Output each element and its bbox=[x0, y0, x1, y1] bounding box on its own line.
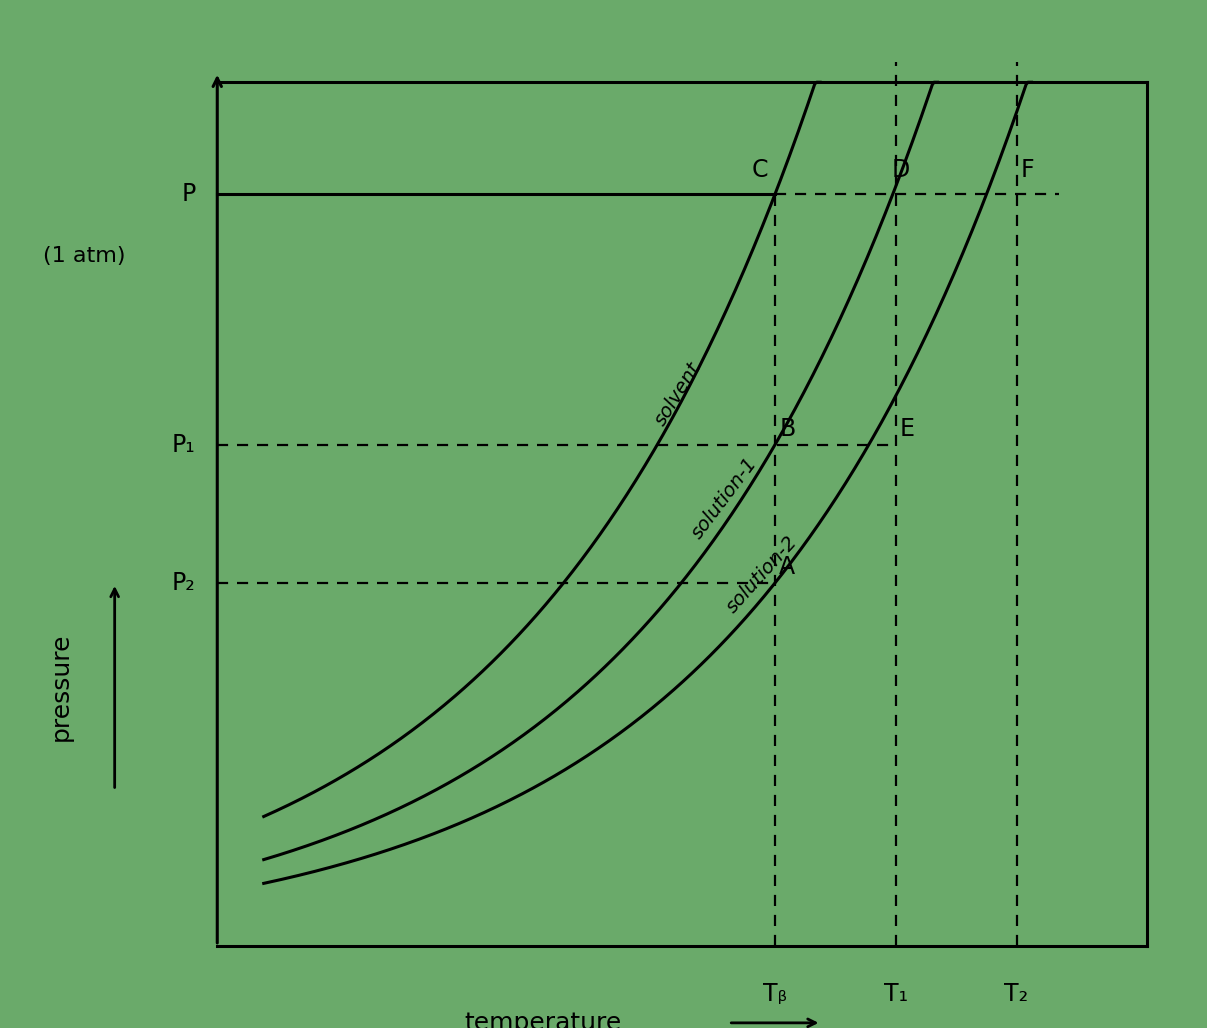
Text: E: E bbox=[900, 417, 915, 441]
Text: temperature: temperature bbox=[465, 1011, 622, 1028]
Text: C: C bbox=[751, 158, 768, 182]
Text: D: D bbox=[891, 158, 910, 182]
Text: P₁: P₁ bbox=[171, 433, 196, 456]
Text: pressure: pressure bbox=[48, 632, 72, 741]
Text: T₂: T₂ bbox=[1004, 982, 1028, 1005]
Text: B: B bbox=[780, 417, 795, 441]
Text: F: F bbox=[1021, 158, 1034, 182]
Text: Tᵦ: Tᵦ bbox=[763, 982, 787, 1005]
Text: P: P bbox=[181, 183, 196, 207]
Text: solution-2: solution-2 bbox=[723, 533, 801, 617]
Text: A: A bbox=[780, 555, 795, 580]
Text: P₂: P₂ bbox=[171, 572, 196, 595]
Text: solvent: solvent bbox=[652, 360, 705, 430]
Text: T₁: T₁ bbox=[884, 982, 908, 1005]
Text: (1 atm): (1 atm) bbox=[43, 246, 126, 266]
Text: solution-1: solution-1 bbox=[688, 454, 762, 543]
